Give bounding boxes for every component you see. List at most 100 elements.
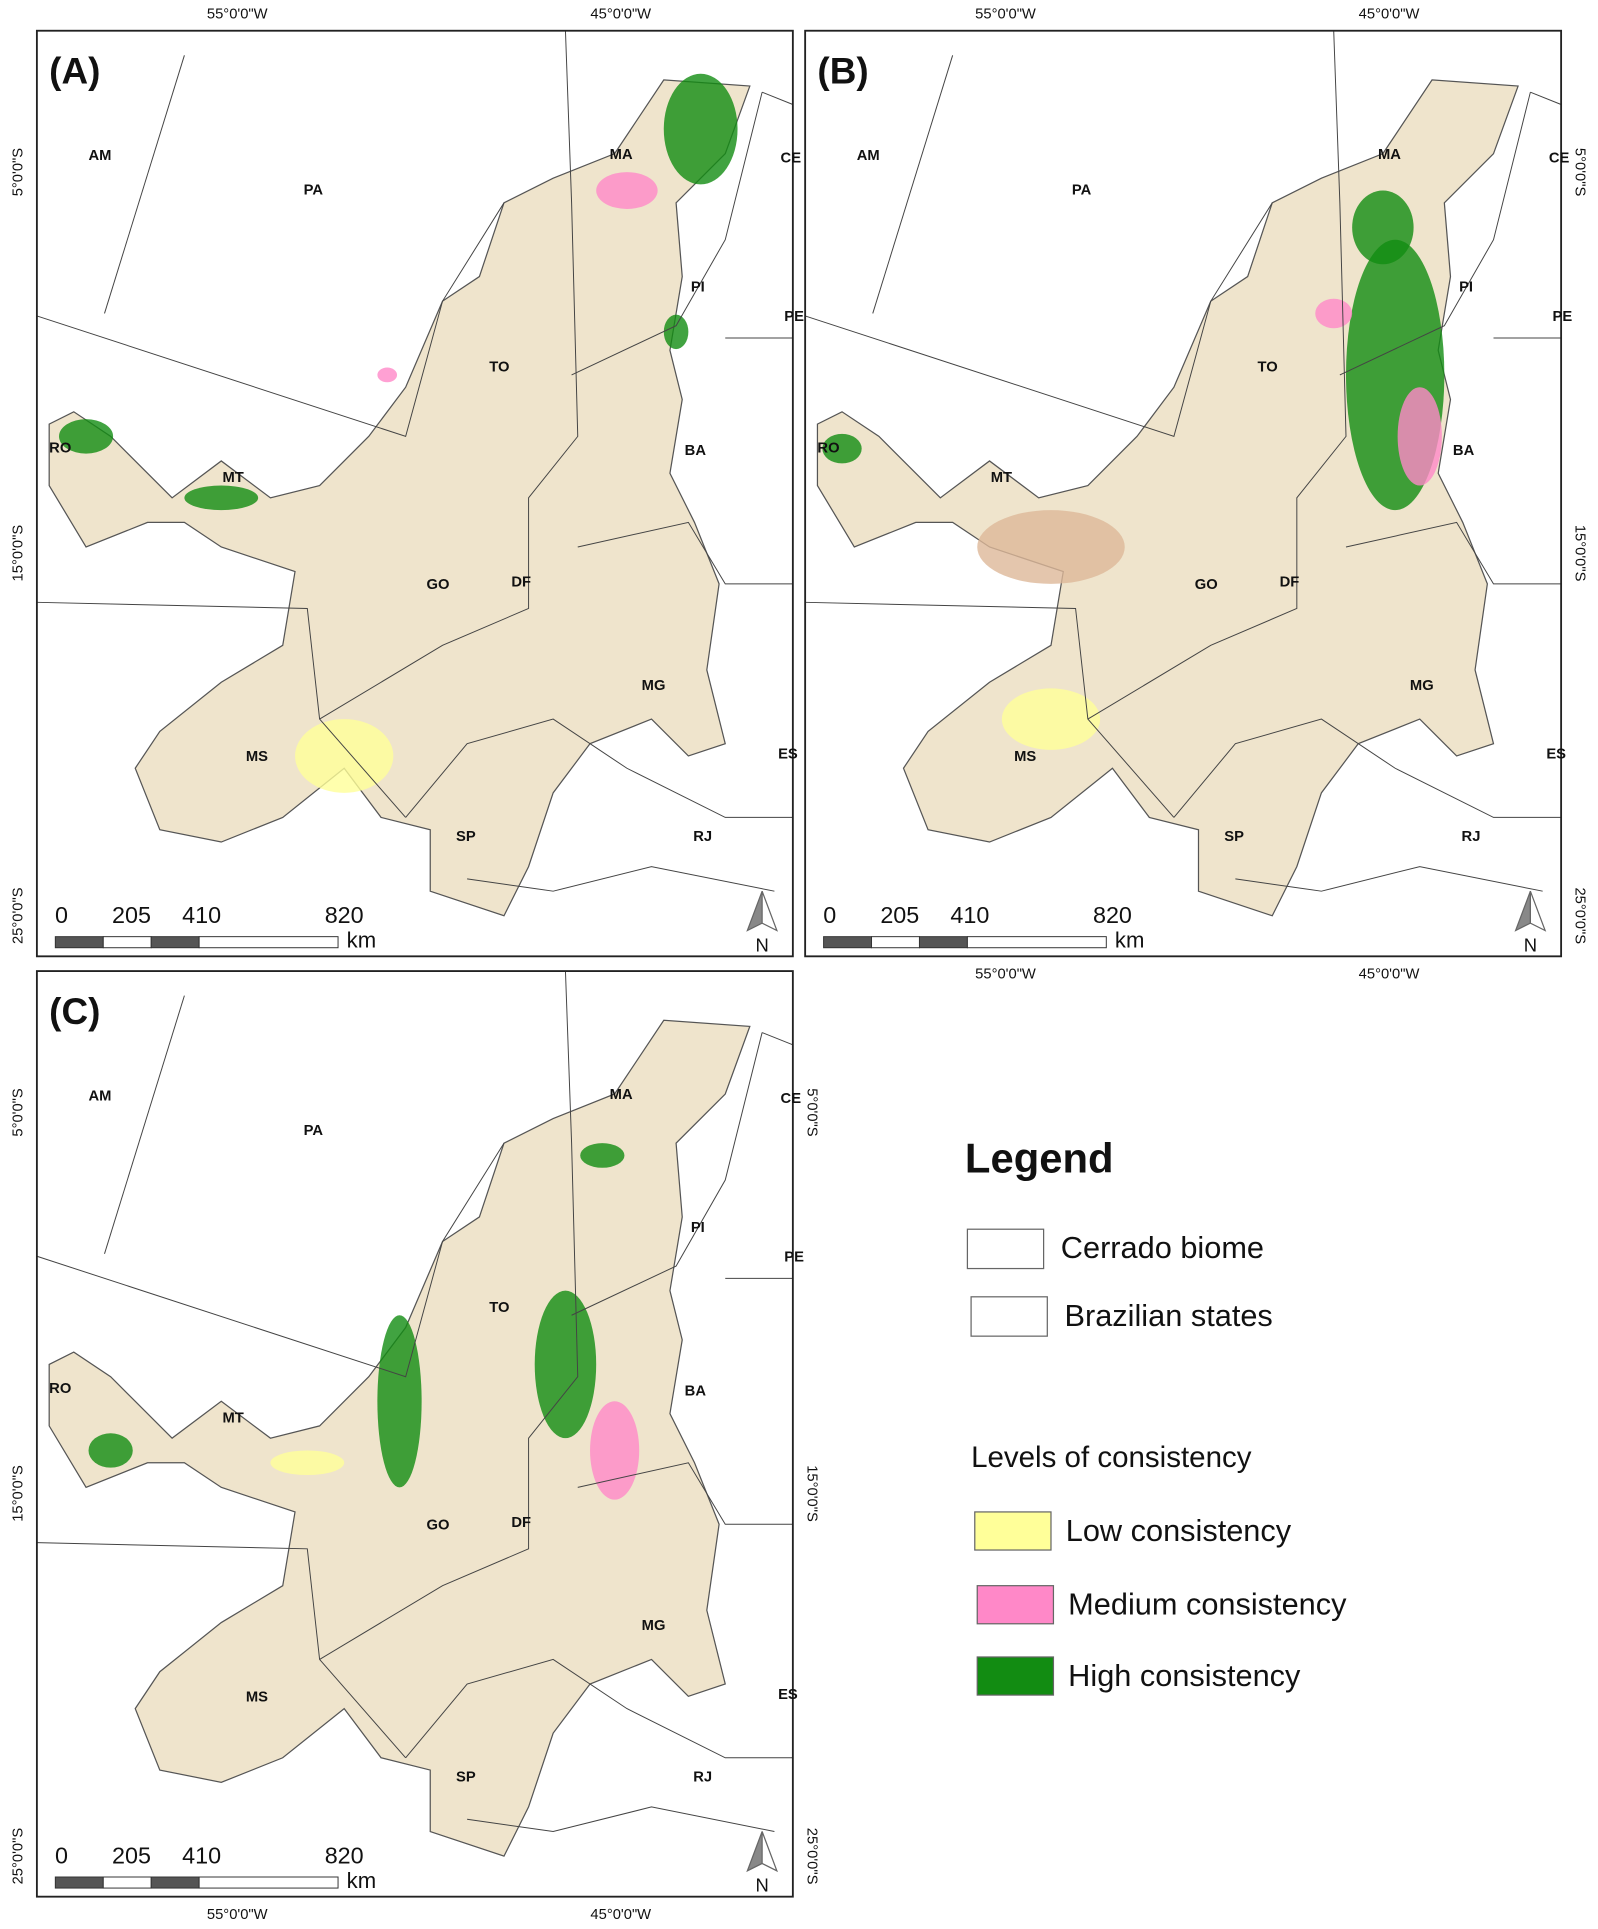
scale-label: 0	[55, 902, 68, 928]
scale-bar-segment	[150, 936, 200, 949]
map-panel: (B) AM PA MA CE PI PE TO RO MT BA GO DF MG MS ES SP RJ 55°…	[804, 7, 1588, 983]
lat-tick-label: 15°0'0"S	[803, 1465, 819, 1522]
state-label: MA	[610, 1087, 633, 1103]
map-body	[36, 30, 793, 917]
lon-tick-label: 55°0'0"W	[975, 967, 1036, 983]
scale-bar-segment	[198, 936, 339, 949]
scale-bar-segment	[54, 1876, 104, 1889]
state-label: BA	[1453, 443, 1475, 459]
legend-label: Brazilian states	[1065, 1298, 1273, 1333]
scale-bar-segment	[102, 1876, 152, 1889]
state-border	[36, 1142, 505, 1378]
state-label: TO	[489, 1300, 509, 1316]
north-label: N	[755, 934, 768, 955]
state-border	[1087, 30, 1347, 720]
north-arrow-half	[761, 890, 778, 932]
state-border	[405, 1658, 793, 1759]
legend-subtitle: Levels of consistency	[971, 1441, 1252, 1474]
legend-swatch	[974, 1511, 1052, 1551]
legend: Legend Cerrado biome Brazilian states Level…	[965, 1135, 1347, 1696]
state-label: MA	[610, 147, 633, 163]
state-label: GO	[427, 577, 450, 593]
consistency-patch	[590, 1401, 640, 1500]
legend-swatch	[976, 1656, 1055, 1696]
consistency-patch	[822, 433, 862, 464]
lat-tick-label: 5°0'0"S	[10, 148, 26, 197]
state-label: CE	[781, 1091, 802, 1107]
state-border	[1235, 866, 1543, 892]
state-label: TO	[489, 359, 509, 375]
consistency-patch	[977, 510, 1125, 584]
state-label: MS	[246, 749, 268, 765]
scale-label: 820	[325, 1843, 364, 1869]
consistency-patch	[184, 485, 259, 511]
consistency-patch	[1001, 688, 1101, 750]
state-label: MG	[1410, 678, 1434, 694]
scale-label: 205	[880, 902, 919, 928]
state-label: GO	[1195, 577, 1218, 593]
state-border	[319, 30, 579, 720]
scale-unit: km	[1115, 927, 1144, 952]
map-body	[805, 30, 1562, 917]
legend-swatch	[970, 1296, 1048, 1337]
state-border	[36, 601, 407, 818]
scale-bar-segment	[918, 936, 968, 949]
north-label: N	[1524, 934, 1537, 955]
consistency-patch	[59, 419, 114, 454]
scale-label: 205	[112, 902, 151, 928]
state-border	[467, 866, 775, 892]
consistency-patch	[1397, 387, 1442, 486]
state-label: ES	[1546, 747, 1566, 763]
state-label: MG	[642, 1618, 666, 1634]
state-label: DF	[511, 575, 531, 591]
cerrado-biome	[48, 79, 751, 917]
lat-tick-label: 25°0'0"S	[10, 887, 26, 944]
scale-label: 820	[325, 902, 364, 928]
state-label: ES	[778, 1687, 798, 1703]
consistency-patch	[534, 1290, 597, 1439]
panel-frame	[804, 29, 1563, 958]
north-label: N	[755, 1875, 768, 1896]
scale-bar-segment	[198, 1876, 339, 1889]
lon-tick-label: 45°0'0"W	[1359, 967, 1420, 983]
lat-tick-label: 25°0'0"S	[1572, 887, 1588, 944]
state-label: PE	[784, 309, 804, 325]
state-border	[571, 92, 763, 376]
lon-tick-label: 55°0'0"W	[207, 1907, 268, 1923]
state-border	[104, 995, 185, 1254]
consistency-patch	[88, 1433, 133, 1468]
state-label: MT	[991, 470, 1012, 486]
scale-label: 410	[182, 1843, 221, 1869]
state-border	[577, 1462, 793, 1525]
state-border	[571, 1032, 763, 1316]
state-label: DF	[511, 1515, 531, 1531]
legend-swatch	[966, 1228, 1045, 1270]
state-label: PI	[1459, 280, 1473, 296]
legend-label: Cerrado biome	[1061, 1230, 1264, 1265]
state-border	[104, 55, 185, 314]
state-label: RO	[49, 441, 71, 457]
map-panel: (C) AM PA MA CE PI PE TO RO MT BA GO DF MG MS ES SP RJ 55°…	[10, 970, 819, 1923]
state-label: PE	[1553, 309, 1573, 325]
state-label: TO	[1257, 359, 1277, 375]
scale-label: 205	[112, 1843, 151, 1869]
legend-label: Medium consistency	[1068, 1587, 1347, 1622]
lat-tick-label: 5°0'0"S	[1572, 148, 1588, 197]
lat-tick-label: 5°0'0"S	[803, 1088, 819, 1137]
scale-bar-segment	[966, 936, 1107, 949]
state-label: RJ	[693, 1769, 712, 1785]
state-border	[1339, 92, 1531, 376]
lat-tick-label: 25°0'0"S	[10, 1828, 26, 1885]
lon-tick-label: 45°0'0"W	[590, 7, 651, 23]
map-panel: (A) AM PA MA CE PI PE TO RO MT BA GO DF MG MS ES SP RJ 55°…	[10, 7, 804, 958]
north-arrow	[746, 1831, 763, 1873]
state-label: RJ	[693, 829, 712, 845]
state-border	[761, 91, 793, 105]
panel-frame	[35, 970, 794, 1898]
panel-label: (A)	[49, 50, 100, 91]
scale-label: 820	[1093, 902, 1132, 928]
lat-tick-label: 15°0'0"S	[1572, 525, 1588, 582]
state-label: CE	[1549, 150, 1570, 166]
state-label: BA	[685, 443, 707, 459]
